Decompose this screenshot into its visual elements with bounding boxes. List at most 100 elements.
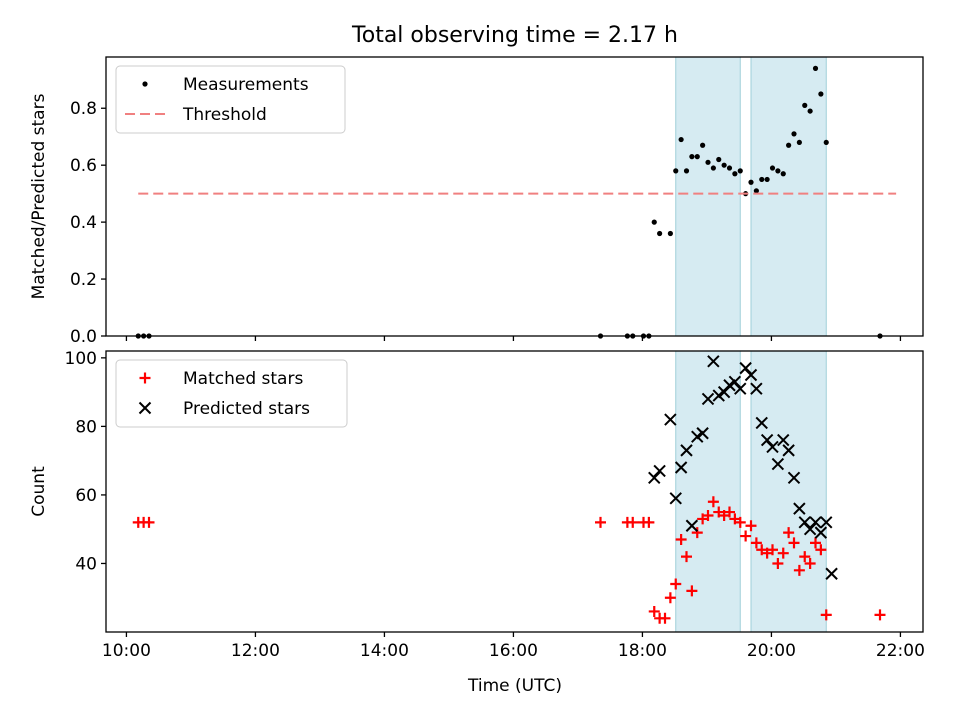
x-tick-label: 14:00	[360, 641, 409, 661]
measurements-point	[651, 219, 657, 225]
legend-matched-stars-swatch	[139, 372, 151, 384]
legend-box	[115, 359, 348, 428]
matched-stars-point	[815, 544, 827, 556]
observing-window-2	[750, 350, 827, 633]
predicted-stars-point	[820, 516, 833, 529]
predicted-stars-point	[798, 516, 811, 529]
top-axes-frame	[105, 56, 924, 337]
predicted-stars-point	[717, 385, 731, 399]
x-tick-label: 20:00	[747, 641, 796, 661]
measurements-point	[807, 108, 813, 114]
matched-stars-point	[767, 544, 778, 556]
bottom-legend: Matched stars Predicted stars	[115, 359, 348, 428]
predicted-stars-point	[707, 355, 720, 368]
measurements-point	[705, 159, 711, 165]
matched-stars-point	[772, 557, 784, 569]
predicted-stars-point	[712, 389, 725, 402]
measurements-point	[812, 65, 819, 71]
measurements-point	[775, 168, 781, 174]
x-tick-label: 12:00	[231, 641, 280, 661]
predicted-stars-point	[750, 382, 763, 395]
matched-stars-point	[874, 609, 886, 621]
matched-stars-point	[750, 537, 762, 549]
predicted-stars-point	[734, 382, 747, 395]
predicted-stars-point	[825, 567, 838, 580]
matched-stars-point	[804, 557, 816, 569]
predicted-stars-point	[787, 471, 801, 485]
measurements-point	[786, 142, 792, 148]
y-tick-label: 60	[75, 486, 97, 506]
x-axis-label: Time (UTC)	[467, 676, 562, 696]
predicted-stars-point	[739, 361, 752, 375]
y-tick-label: 40	[75, 554, 97, 574]
predicted-stars-point	[777, 433, 790, 447]
matched-stars-point	[740, 530, 752, 542]
matched-stars-point	[707, 496, 719, 508]
predicted-stars-point	[648, 471, 661, 485]
measurements-point	[759, 176, 765, 183]
measurements-point	[748, 179, 754, 185]
matched-stars-point	[143, 516, 155, 528]
predicted-stars-point	[685, 519, 699, 532]
matched-stars-point	[681, 551, 692, 563]
bottom-axis-ticks: 10:00 12:00 14:00 16:00 18:00 20:00 22:00 40 60 8…	[65, 349, 925, 661]
y-tick-label: 0.6	[70, 156, 97, 176]
y-tick-label: 0.0	[70, 327, 97, 347]
y-tick-label: 80	[75, 417, 97, 437]
predicted-stars-point	[803, 522, 817, 536]
measurements-point	[673, 168, 679, 174]
predicted-stars-point	[664, 413, 677, 426]
figure-title: Total observing time = 2.17 h	[351, 23, 678, 48]
predicted-stars-point	[723, 379, 736, 392]
measurements-point	[689, 154, 695, 160]
top-legend: Measurements Threshold	[115, 65, 346, 134]
predicted-stars-point	[701, 392, 715, 406]
legend-predicted-stars-swatch	[138, 401, 152, 415]
matched-stars-point	[664, 592, 676, 604]
observing-window-2	[750, 56, 827, 337]
matched-stars-point	[627, 516, 639, 528]
y-tick-label: 100	[65, 349, 97, 369]
measurements-point	[657, 230, 663, 237]
predicted-stars-point	[680, 444, 693, 457]
measurements-point	[726, 165, 733, 171]
observing-window-1	[675, 350, 741, 633]
bottom-panel-counts: 10:00 12:00 14:00 16:00 18:00 20:00 22:00 40 60 8…	[29, 349, 925, 661]
measurements-point	[716, 156, 722, 163]
measurements-point	[769, 165, 776, 171]
bottom-observing-windows	[675, 350, 827, 633]
predicted-stars-point	[755, 416, 768, 430]
y-tick-label: 0.8	[70, 99, 97, 119]
predicted-stars-point	[669, 492, 682, 505]
legend-label-matched-stars: Matched stars	[183, 369, 303, 389]
legend-box	[115, 65, 346, 134]
matched-stars-point	[745, 520, 757, 532]
matched-stars-point	[595, 516, 606, 528]
measurements-point	[737, 168, 743, 174]
measurements-point	[694, 154, 700, 160]
matched-stars-point	[788, 537, 800, 549]
measurements-point	[764, 176, 770, 183]
measurements-point	[791, 131, 797, 137]
predicted-stars-point	[691, 430, 704, 443]
measurements-point	[710, 165, 716, 171]
predicted-stars-point	[653, 464, 666, 478]
matched-stars-point	[659, 612, 671, 624]
matched-stars-point	[691, 527, 703, 539]
observing-window-1	[675, 56, 741, 337]
legend-measurements-swatch	[142, 81, 148, 87]
predicted-stars-point	[814, 526, 828, 539]
predicted-stars-point	[809, 516, 822, 529]
bottom-data-marks	[132, 355, 886, 624]
top-observing-windows	[675, 56, 827, 337]
x-tick-label: 16:00	[489, 641, 538, 661]
legend-label-predicted-stars: Predicted stars	[183, 399, 310, 419]
matched-stars-point	[820, 609, 832, 621]
predicted-stars-point	[674, 461, 688, 474]
matched-stars-point	[686, 585, 698, 597]
measurements-point	[700, 142, 706, 148]
measurements-point	[683, 168, 690, 174]
measurements-point	[721, 162, 727, 168]
y-tick-label: 0.4	[70, 213, 97, 233]
legend-label-threshold: Threshold	[182, 105, 267, 125]
